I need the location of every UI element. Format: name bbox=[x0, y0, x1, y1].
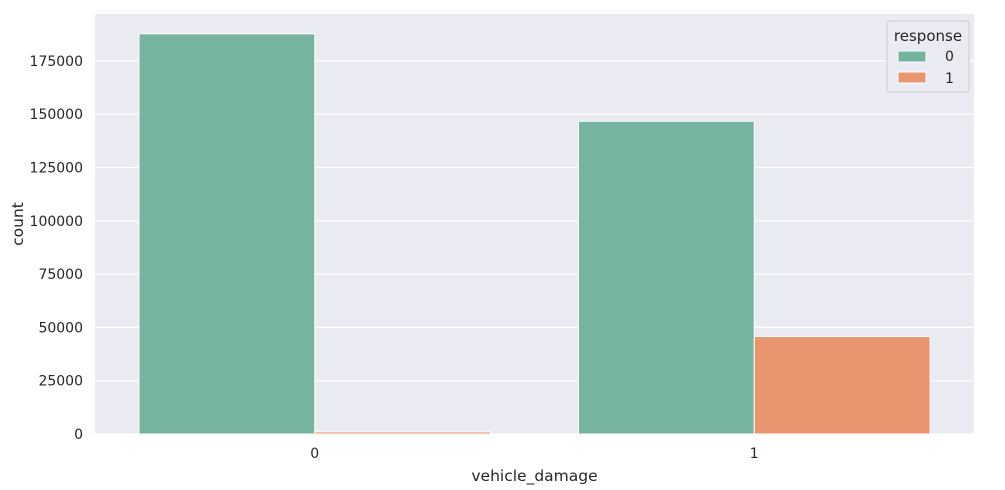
y-tick-label: 0 bbox=[74, 427, 83, 443]
bar-response-1-damage-1 bbox=[753, 336, 931, 435]
y-tick-label: 150000 bbox=[30, 107, 83, 123]
y-tick-labels: 0 25000 50000 75000 100000 125000 150000 175000 bbox=[30, 54, 83, 443]
x-tick-label: 1 bbox=[750, 446, 759, 462]
bars bbox=[138, 33, 931, 435]
legend-label-1: 1 bbox=[945, 71, 954, 87]
bar-response-1-damage-0 bbox=[314, 431, 492, 435]
bar-response-0-damage-0 bbox=[138, 33, 316, 435]
y-tick-label: 175000 bbox=[30, 54, 83, 70]
y-tick-label: 125000 bbox=[30, 161, 83, 177]
legend-label-0: 0 bbox=[945, 49, 954, 65]
y-axis-label: count bbox=[9, 202, 27, 246]
bar-response-0-damage-1 bbox=[577, 120, 755, 435]
legend: response 0 1 bbox=[886, 20, 970, 93]
x-axis-label: vehicle_damage bbox=[471, 467, 597, 486]
y-tick-label: 75000 bbox=[38, 267, 83, 283]
x-tick-label: 0 bbox=[310, 446, 319, 462]
y-tick-label: 100000 bbox=[30, 214, 83, 230]
legend-swatch-1 bbox=[897, 71, 927, 84]
legend-swatch-0 bbox=[897, 50, 927, 63]
y-tick-label: 50000 bbox=[38, 320, 83, 336]
y-tick-label: 25000 bbox=[38, 374, 83, 390]
legend-title: response bbox=[894, 27, 962, 45]
